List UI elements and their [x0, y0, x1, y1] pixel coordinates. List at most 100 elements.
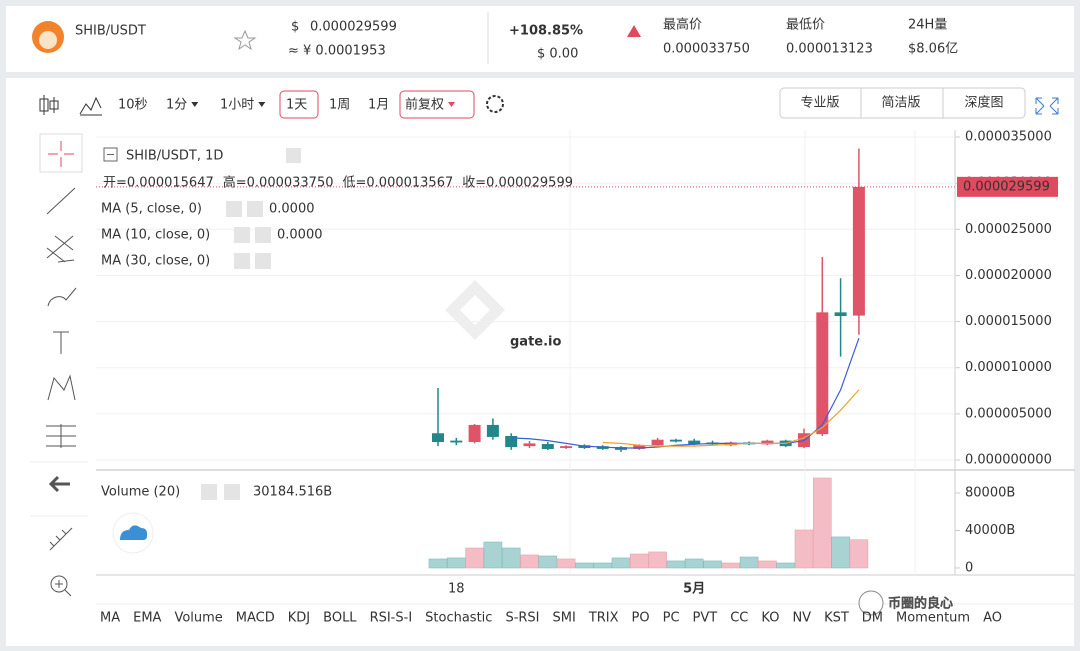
- indicator-button[interactable]: BOLL: [323, 611, 357, 626]
- collapse-legend[interactable]: [103, 147, 118, 162]
- volume-label: Volume (20): [101, 485, 180, 500]
- interval-button: 1周: [329, 98, 350, 113]
- collapse-arrow[interactable]: [48, 475, 70, 493]
- dropdown-caret: [191, 102, 199, 107]
- volume-bar: [575, 562, 594, 569]
- indicator-button[interactable]: S-RSI: [505, 611, 539, 626]
- volume-tick-label: 0: [965, 560, 973, 575]
- watermark-logo: [445, 280, 505, 340]
- volume-bar: [520, 554, 539, 569]
- indicator-button[interactable]: KO: [761, 611, 779, 626]
- stat-value: 0.000033750: [663, 42, 750, 57]
- view-button[interactable]: 简洁版: [881, 95, 920, 111]
- volume-bar: [538, 555, 558, 569]
- crosshair-tool[interactable]: [48, 141, 74, 167]
- volume-bar: [611, 557, 631, 569]
- candle-body: [816, 312, 829, 435]
- interval-button: 10秒: [118, 98, 148, 113]
- ma-close[interactable]: [255, 253, 271, 269]
- volume-bar: [703, 560, 722, 569]
- x-tick-label: 5月: [683, 582, 705, 597]
- brand-watermark: 币圈的良心: [888, 596, 953, 612]
- ohlc-label: 高=: [223, 175, 247, 191]
- text-tool[interactable]: [53, 331, 69, 354]
- indicator-button[interactable]: PO: [632, 611, 650, 626]
- view-group: [779, 87, 1026, 119]
- volume-value: 30184.516B: [253, 485, 332, 500]
- pattern-tool[interactable]: [47, 374, 76, 401]
- volume-bar: [593, 562, 613, 569]
- toolbar-icons: [39, 95, 102, 116]
- brush-tool[interactable]: [47, 287, 77, 307]
- indicator-button[interactable]: PVT: [693, 611, 718, 626]
- price-approx: ≈ ¥ 0.0001953: [288, 44, 386, 59]
- ma-label: MA (30, close, 0): [101, 254, 210, 269]
- change-usd: $ 0.00: [537, 47, 578, 62]
- indicator-button[interactable]: Volume: [174, 611, 222, 626]
- candle-icon[interactable]: [39, 95, 59, 115]
- indicator-button[interactable]: EMA: [133, 611, 161, 626]
- y-tick-label: 0.000010000: [965, 360, 1052, 375]
- indicator-button[interactable]: DM: [862, 611, 883, 626]
- volume-bar: [501, 547, 521, 569]
- candle-body: [852, 186, 865, 316]
- last-price-tag: [957, 176, 1058, 197]
- volume-settings[interactable]: [201, 484, 217, 500]
- wechat-icon: [858, 590, 884, 616]
- indicator-button[interactable]: NV: [792, 611, 811, 626]
- ma-settings[interactable]: [234, 227, 250, 243]
- indicator-button[interactable]: TRIX: [588, 611, 619, 626]
- legend-settings[interactable]: [286, 148, 301, 163]
- indicator-button[interactable]: Stochastic: [425, 611, 492, 626]
- logo-cloud: [120, 525, 148, 540]
- volume-bar: [684, 558, 704, 569]
- indicator-button[interactable]: KDJ: [288, 611, 310, 626]
- indicator-button[interactable]: AO: [983, 611, 1002, 626]
- interval-button: 1小时: [220, 98, 254, 113]
- volume-bar: [556, 558, 576, 569]
- adjust-button: 前复权: [405, 97, 444, 113]
- volume-bar: [812, 477, 832, 569]
- ma-close[interactable]: [247, 201, 263, 217]
- ruler-tool[interactable]: [49, 527, 73, 551]
- indicator-button[interactable]: RSI-S-I: [370, 611, 413, 626]
- candle-body: [669, 439, 682, 442]
- indicator-button[interactable]: PC: [663, 611, 680, 626]
- volume-close[interactable]: [224, 484, 240, 500]
- chart-title: SHIB/USDT, 1D: [126, 149, 223, 164]
- volume-bar: [428, 558, 448, 569]
- indicator-button[interactable]: Momentum: [896, 611, 970, 626]
- candle-body: [541, 444, 554, 450]
- view-button[interactable]: 深度图: [964, 95, 1003, 111]
- volume-bar: [776, 562, 796, 569]
- volume-bar: [849, 539, 869, 569]
- ohlc-label: 低=: [343, 176, 367, 191]
- line-tool[interactable]: [46, 187, 76, 215]
- indicator-button[interactable]: CC: [730, 611, 748, 626]
- zoom-tool[interactable]: [50, 575, 68, 593]
- candle-body: [505, 436, 518, 448]
- indicator-button[interactable]: MA: [100, 611, 120, 626]
- dropdown-caret: [448, 102, 456, 107]
- ma-settings[interactable]: [226, 201, 242, 217]
- indicator-button[interactable]: KST: [824, 611, 849, 626]
- ma-close[interactable]: [255, 227, 271, 243]
- view-button[interactable]: 专业版: [800, 96, 839, 111]
- ohlc-value: 0.000029599: [486, 176, 573, 191]
- area-icon[interactable]: [79, 96, 102, 116]
- fib-tool[interactable]: [46, 235, 75, 263]
- indicator-button[interactable]: MACD: [236, 611, 275, 626]
- settings-icon[interactable]: [486, 95, 504, 113]
- candle-body: [761, 440, 774, 445]
- ma-line: [602, 389, 860, 447]
- indicator-button[interactable]: SMI: [553, 611, 576, 626]
- y-tick-label: 0.000005000: [965, 406, 1052, 421]
- ma-value: 0.0000: [269, 202, 315, 217]
- measure-tool[interactable]: [46, 424, 76, 448]
- favorite-star[interactable]: [233, 29, 257, 51]
- volume-tick-label: 40000B: [965, 523, 1015, 538]
- ma-settings[interactable]: [234, 253, 250, 269]
- fullscreen-icon[interactable]: [1035, 97, 1059, 115]
- volume-bar: [721, 562, 741, 569]
